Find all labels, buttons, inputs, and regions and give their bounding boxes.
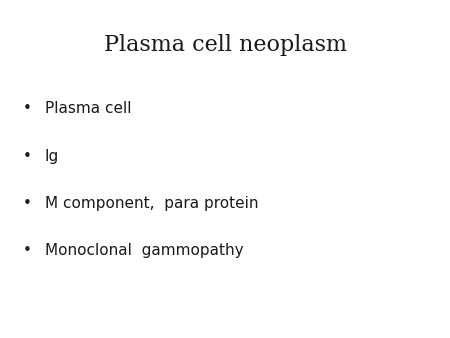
Text: Monoclonal  gammopathy: Monoclonal gammopathy: [45, 243, 243, 258]
Text: Plasma cell neoplasm: Plasma cell neoplasm: [104, 34, 346, 56]
Text: •: •: [22, 101, 32, 116]
Text: Ig: Ig: [45, 149, 59, 164]
Text: M component,  para protein: M component, para protein: [45, 196, 258, 211]
Text: •: •: [22, 243, 32, 258]
Text: •: •: [22, 196, 32, 211]
Text: •: •: [22, 149, 32, 164]
Text: Plasma cell: Plasma cell: [45, 101, 131, 116]
